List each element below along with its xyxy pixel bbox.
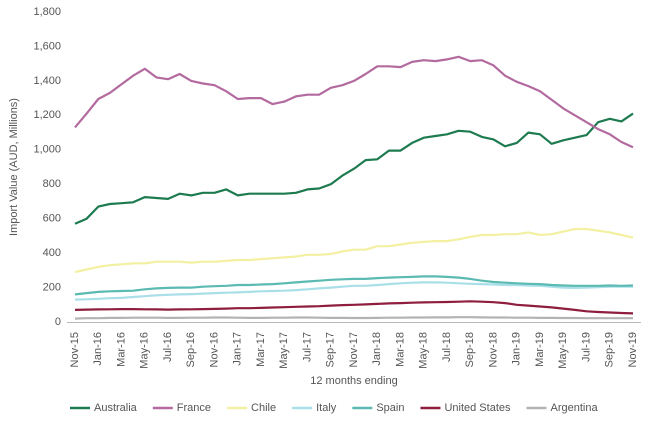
series-line <box>74 281 633 301</box>
x-tick-label: Nov-15 <box>69 332 81 367</box>
x-tick-label: May-17 <box>278 332 290 369</box>
x-tick-label: Jul-16 <box>162 332 174 362</box>
y-tick-label: 0 <box>55 316 61 328</box>
legend-label: Spain <box>376 402 404 414</box>
x-tick-label: Jul-19 <box>580 332 592 362</box>
y-tick-label: 200 <box>43 281 61 293</box>
x-tick-label: May-16 <box>139 332 151 369</box>
x-tick-label: Mar-17 <box>255 332 267 367</box>
x-tick-label: Mar-19 <box>534 332 546 367</box>
x-tick-label: May-18 <box>418 332 430 369</box>
legend-label: Chile <box>251 402 276 414</box>
y-tick-label: 1,000 <box>33 144 61 156</box>
x-tick-label: Nov-18 <box>487 332 499 367</box>
series-line <box>74 300 634 315</box>
x-tick-label: Sep-19 <box>604 332 616 367</box>
x-tick-label: Jul-18 <box>441 332 453 362</box>
legend-label: Australia <box>94 402 138 414</box>
x-tick-label: Jan-16 <box>92 332 104 366</box>
x-tick-label: Nov-17 <box>348 332 360 367</box>
legend-label: Argentina <box>551 402 599 414</box>
series-line <box>74 112 634 225</box>
legend-label: United States <box>444 402 511 414</box>
y-tick-label: 400 <box>43 247 61 259</box>
x-tick-label: Nov-19 <box>627 332 639 367</box>
x-tick-label: Mar-16 <box>115 332 127 367</box>
series-line <box>74 55 634 149</box>
x-tick-label: Mar-18 <box>394 332 406 367</box>
series-line <box>74 275 634 296</box>
x-tick-label: Jan-17 <box>232 332 244 366</box>
series-line <box>74 316 633 320</box>
x-axis-title: 12 months ending <box>310 375 397 387</box>
y-tick-label: 1,400 <box>33 75 61 87</box>
x-tick-label: Jan-19 <box>511 332 523 366</box>
y-tick-label: 1,800 <box>33 6 61 18</box>
x-tick-label: Jul-17 <box>301 332 313 362</box>
x-tick-label: Sep-18 <box>464 332 476 367</box>
x-tick-label: Sep-16 <box>185 332 197 367</box>
y-tick-label: 600 <box>43 213 61 225</box>
y-tick-label: 800 <box>43 178 61 190</box>
x-tick-label: May-19 <box>557 332 569 369</box>
x-tick-label: Jan-18 <box>371 332 383 366</box>
x-tick-label: Nov-16 <box>208 332 220 367</box>
series-line <box>74 227 634 274</box>
y-tick-label: 1,200 <box>33 109 61 121</box>
legend-label: Italy <box>316 402 337 414</box>
legend-label: France <box>177 402 211 414</box>
y-tick-label: 1,600 <box>33 40 61 52</box>
y-axis-title: Import Value (AUD, Millions) <box>8 98 20 236</box>
x-tick-label: Sep-17 <box>325 332 337 367</box>
